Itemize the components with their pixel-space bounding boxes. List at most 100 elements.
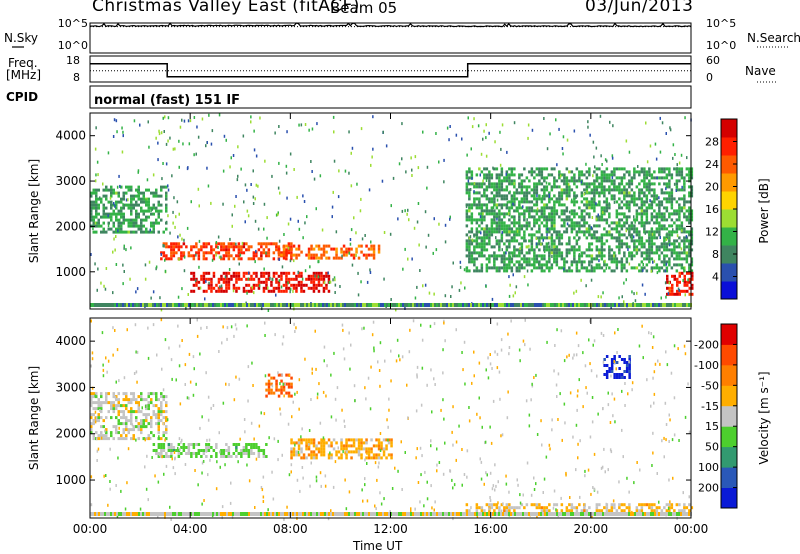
velocity-speckle bbox=[184, 383, 186, 386]
power-cell bbox=[570, 227, 574, 231]
velocity-cell bbox=[515, 506, 519, 510]
power-cell bbox=[613, 185, 616, 189]
velocity-speckle bbox=[421, 338, 424, 342]
power-cell bbox=[350, 253, 353, 257]
velocity-speckle bbox=[123, 376, 126, 380]
power-cell bbox=[232, 245, 236, 249]
power-cell bbox=[327, 274, 331, 278]
power-speckle bbox=[263, 202, 266, 206]
power-cell bbox=[475, 242, 479, 246]
power-cell bbox=[595, 263, 599, 267]
power-cell bbox=[165, 191, 168, 195]
power-speckle bbox=[94, 179, 97, 183]
power-cell bbox=[645, 182, 649, 186]
power-cell bbox=[603, 176, 606, 180]
power-cell bbox=[97, 206, 100, 210]
power-colorbar-swatch bbox=[721, 245, 737, 264]
power-cell bbox=[640, 266, 644, 270]
power-cell bbox=[678, 242, 681, 246]
velocity-cell bbox=[332, 438, 336, 442]
power-cell bbox=[668, 215, 671, 219]
power-cell bbox=[603, 194, 606, 198]
power-cell bbox=[540, 254, 544, 258]
power-speckle bbox=[680, 247, 683, 251]
power-cell bbox=[117, 194, 120, 198]
velocity-cell bbox=[625, 367, 629, 370]
velocity-cell bbox=[120, 410, 123, 414]
power-cell bbox=[680, 173, 684, 177]
velocity-cell bbox=[390, 441, 393, 445]
power-cell bbox=[510, 239, 514, 243]
power-cell bbox=[583, 251, 586, 255]
power-cell bbox=[615, 260, 619, 264]
power-speckle bbox=[162, 116, 164, 120]
velocity-speckle bbox=[589, 435, 592, 439]
power-cell bbox=[590, 242, 594, 246]
power-speckle bbox=[575, 289, 578, 293]
power-cell bbox=[690, 188, 694, 192]
power-ground-cell bbox=[268, 303, 270, 307]
power-speckle bbox=[407, 257, 409, 261]
power-cell bbox=[140, 230, 143, 234]
power-ground-cell bbox=[316, 303, 318, 307]
velocity-speckle bbox=[181, 339, 183, 342]
power-cell bbox=[683, 230, 686, 234]
power-cell bbox=[277, 274, 281, 278]
power-cell bbox=[498, 209, 501, 213]
power-ground-cell bbox=[154, 303, 156, 307]
velocity-speckle bbox=[279, 382, 281, 386]
power-cell bbox=[528, 212, 531, 216]
power-speckle bbox=[174, 225, 176, 229]
power-cell bbox=[630, 176, 634, 180]
power-cell bbox=[270, 283, 273, 287]
velocity-speckle bbox=[174, 457, 176, 461]
velocity-cell bbox=[525, 503, 529, 507]
velocity-cell bbox=[347, 444, 351, 448]
power-cell bbox=[157, 194, 160, 198]
power-cell bbox=[137, 194, 140, 198]
power-cell bbox=[600, 209, 604, 213]
power-cell bbox=[615, 224, 619, 228]
power-cell bbox=[638, 239, 641, 243]
power-cell bbox=[673, 245, 676, 249]
velocity-speckle bbox=[436, 469, 438, 473]
velocity-cell bbox=[145, 398, 148, 402]
velocity-speckle bbox=[546, 340, 548, 344]
power-cell bbox=[608, 176, 611, 180]
power-cell bbox=[573, 236, 576, 240]
power-cell bbox=[508, 206, 511, 210]
velocity-cell bbox=[623, 509, 626, 513]
power-cell bbox=[367, 253, 371, 257]
power-speckle bbox=[684, 116, 686, 120]
power-speckle bbox=[422, 284, 424, 288]
power-cell bbox=[663, 239, 666, 243]
power-speckle bbox=[172, 221, 174, 225]
power-cell bbox=[610, 197, 614, 201]
power-cell bbox=[217, 242, 221, 246]
power-cell bbox=[563, 173, 566, 177]
power-cell bbox=[570, 230, 574, 234]
power-speckle bbox=[186, 226, 189, 230]
power-cell bbox=[570, 248, 574, 252]
power-cell bbox=[322, 244, 326, 248]
power-cell bbox=[553, 182, 556, 186]
power-cell bbox=[658, 176, 661, 180]
power-speckle bbox=[348, 130, 350, 134]
power-cell bbox=[110, 200, 113, 204]
velocity-speckle bbox=[426, 480, 428, 484]
velocity-cell bbox=[100, 395, 103, 399]
power-speckle bbox=[604, 158, 607, 162]
power-cell bbox=[518, 266, 521, 270]
power-cell bbox=[498, 203, 501, 207]
velocity-speckle bbox=[171, 457, 173, 461]
power-cell bbox=[105, 188, 108, 192]
power-speckle bbox=[302, 194, 304, 198]
power-ground-cell bbox=[622, 303, 624, 307]
power-speckle bbox=[152, 173, 155, 177]
velocity-cell bbox=[117, 398, 120, 402]
velocity-cell bbox=[570, 506, 574, 510]
power-cell bbox=[480, 251, 484, 255]
power-speckle bbox=[349, 238, 352, 241]
power-cell bbox=[628, 254, 631, 258]
velocity-cell bbox=[155, 395, 158, 399]
